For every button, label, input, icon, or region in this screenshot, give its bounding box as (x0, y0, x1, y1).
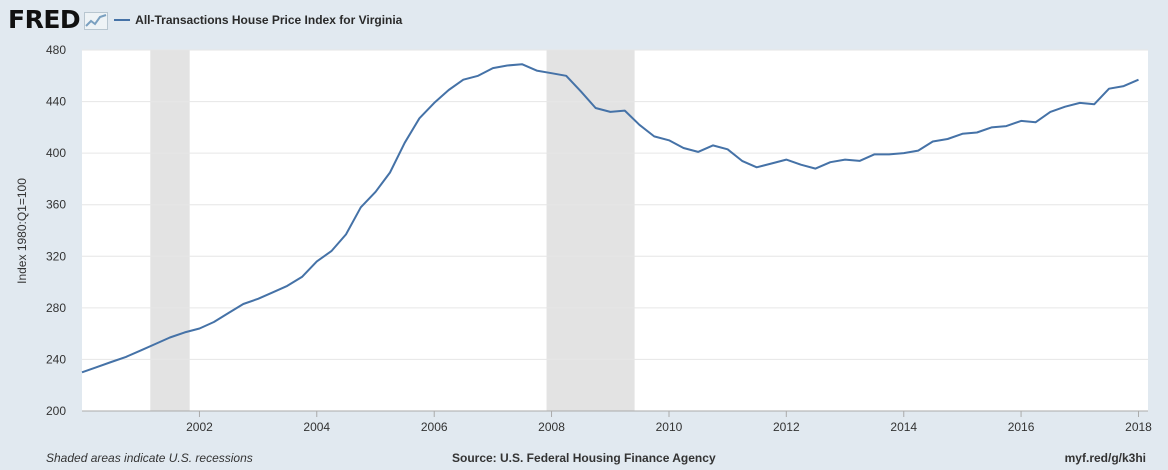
y-tick-label-320: 320 (46, 249, 66, 263)
x-tick-label-2004: 2004 (303, 420, 330, 434)
recession-shading (150, 50, 635, 411)
line-chart: 200 240 280 320 360 400 440 480 2002 2004 2006 2008… (15, 43, 1152, 434)
recession-note: Shaded areas indicate U.S. recessions (46, 451, 253, 465)
y-tick-label-480: 480 (46, 43, 66, 57)
recession-band-1 (150, 50, 190, 411)
recession-band-2 (546, 50, 635, 411)
y-tick-label-240: 240 (46, 352, 66, 366)
legend-swatch (114, 19, 131, 21)
x-tick-label-2008: 2008 (538, 420, 565, 434)
x-tick-label-2010: 2010 (656, 420, 683, 434)
y-axis-label: Index 1980:Q1=100 (15, 178, 29, 284)
y-tick-label-200: 200 (46, 404, 66, 418)
y-tick-label-280: 280 (46, 301, 66, 315)
short-url-link[interactable]: myf.red/g/k3hi (1064, 451, 1146, 465)
gridlines (82, 49, 1148, 360)
x-tick-label-2016: 2016 (1008, 420, 1035, 434)
chart-line-icon (84, 12, 109, 30)
source-note: Source: U.S. Federal Housing Finance Age… (452, 451, 716, 465)
series-lines (81, 63, 1139, 374)
x-tick-label-2012: 2012 (773, 420, 800, 434)
fred-logo[interactable]: FRED (8, 5, 81, 34)
legend-label: All-Transactions House Price Index for V… (135, 13, 403, 27)
legend: All-Transactions House Price Index for V… (114, 13, 402, 27)
x-tick-label-2002: 2002 (186, 420, 213, 434)
axes: 200 240 280 320 360 400 440 480 2002 2004 2006 2008… (46, 43, 1152, 434)
x-tick-label-2014: 2014 (890, 420, 917, 434)
series-line-1 (81, 63, 1139, 374)
chart-header: FRED All-Transactions House Price Index … (8, 6, 402, 34)
y-tick-label-360: 360 (46, 198, 66, 212)
y-tick-label-440: 440 (46, 95, 66, 109)
x-tick-label-2006: 2006 (421, 420, 448, 434)
x-tick-label-2018: 2018 (1125, 420, 1152, 434)
y-tick-label-400: 400 (46, 146, 66, 160)
